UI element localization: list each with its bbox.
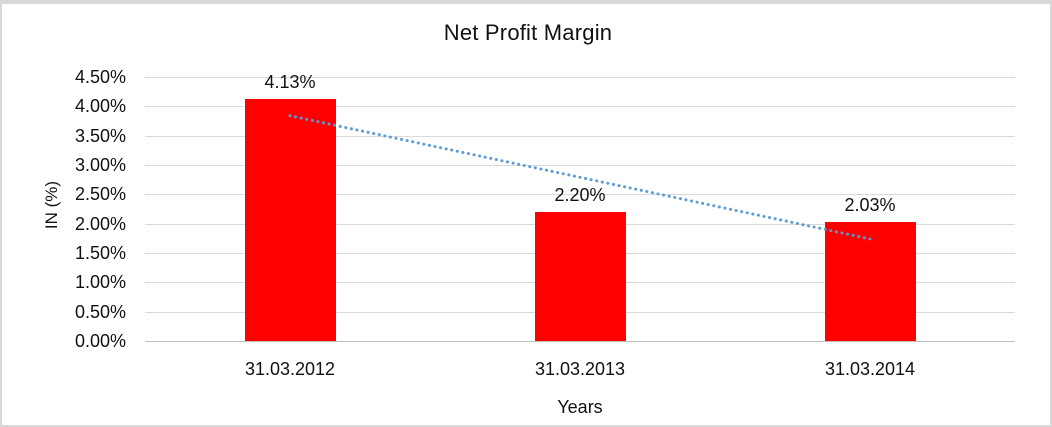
y-tick-label: 3.50% bbox=[74, 125, 126, 146]
y-tick-label: 1.50% bbox=[74, 243, 126, 263]
gridline bbox=[145, 135, 1015, 137]
data-label: 2.03% bbox=[844, 194, 896, 215]
y-tick-label: 4.50% bbox=[74, 67, 126, 87]
data-label: 2.20% bbox=[554, 184, 606, 205]
linear-trendline bbox=[288, 114, 872, 241]
x-tick-label: 31.03.2013 bbox=[534, 359, 626, 379]
x-axis-title: Years bbox=[557, 397, 603, 417]
y-tick-label: 0.00% bbox=[74, 331, 126, 351]
x-tick-label: 31.03.2012 bbox=[244, 359, 336, 379]
gridline bbox=[145, 194, 1015, 196]
y-tick-label: 0.50% bbox=[74, 301, 126, 322]
gridline bbox=[145, 341, 1015, 342]
bar-31.03.2013 bbox=[534, 211, 626, 341]
bar-31.03.2014 bbox=[824, 221, 916, 341]
gridline bbox=[145, 77, 1015, 78]
gridline bbox=[145, 106, 1015, 108]
y-tick-label: 3.00% bbox=[74, 155, 126, 175]
chart-title: Net Profit Margin bbox=[443, 20, 613, 45]
gridline bbox=[145, 165, 1015, 166]
plot-area: 4.13% 2.20% 2.03% bbox=[145, 72, 1015, 342]
y-tick-label: 1.00% bbox=[74, 272, 126, 293]
bar-31.03.2012 bbox=[244, 98, 336, 341]
y-tick-label: 4.00% bbox=[74, 96, 126, 117]
x-tick-label: 31.03.2014 bbox=[824, 359, 916, 379]
y-tick-label: 2.00% bbox=[74, 213, 126, 234]
data-label: 4.13% bbox=[264, 71, 316, 92]
y-tick-label: 2.50% bbox=[74, 184, 126, 205]
trendline-layer bbox=[288, 114, 872, 241]
